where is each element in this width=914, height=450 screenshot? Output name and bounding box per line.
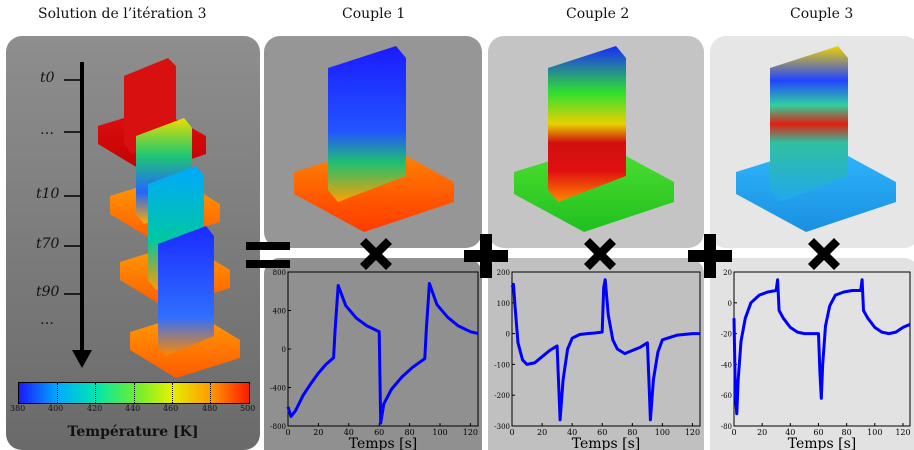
y-tick-label: -800 bbox=[270, 423, 286, 431]
y-tick-label: 0 bbox=[506, 331, 510, 339]
time-label-ellipsis-2: … bbox=[40, 312, 54, 328]
chart-frame bbox=[511, 271, 701, 427]
x-tick-label: 40 bbox=[567, 428, 577, 437]
x-tick-label: 120 bbox=[685, 428, 700, 437]
plus-operator-2 bbox=[686, 232, 734, 284]
x-axis-label: Temps [s] bbox=[349, 436, 418, 450]
y-tick-label: 800 bbox=[273, 269, 286, 277]
plus-operator-1 bbox=[462, 232, 510, 284]
title-couple-3: Couple 3 bbox=[790, 6, 854, 22]
couple2-mode-panel bbox=[488, 36, 704, 248]
y-tick-label: 20 bbox=[723, 269, 732, 277]
times-operator-2 bbox=[580, 236, 620, 280]
colorbar-tick: 460 bbox=[163, 404, 179, 413]
colorbar bbox=[18, 382, 250, 404]
title-couple-1: Couple 1 bbox=[342, 6, 406, 22]
colorbar-tick: 420 bbox=[87, 404, 103, 413]
y-tick-label: -20 bbox=[721, 331, 732, 339]
couple1-chart-panel: 0 20 40 60 80 100 120 800 400 0 -400 -800 Temps [s] bbox=[264, 258, 482, 450]
series-line bbox=[732, 278, 911, 416]
x-tick-label: 60 bbox=[374, 428, 384, 437]
y-tick-label: 0 bbox=[728, 300, 732, 308]
solution-panel: t0 … t10 t70 t90 … 380 400 420 440 460 4… bbox=[6, 36, 260, 450]
y-tick-label: -100 bbox=[494, 361, 510, 369]
y-tick-label: 200 bbox=[497, 269, 510, 277]
couple3-chart: 0 20 40 60 80 100 120 20 0 -20 -40 -60 -80 Temps [s] bbox=[721, 269, 911, 450]
y-tick-label: -300 bbox=[494, 423, 510, 431]
x-tick-label: 100 bbox=[867, 428, 882, 437]
equals-operator bbox=[244, 238, 292, 278]
colorbar-tick: 440 bbox=[125, 404, 141, 413]
x-tick-label: 120 bbox=[463, 428, 478, 437]
couple1-chart: 0 20 40 60 80 100 120 800 400 0 -400 -800 Temps [s] bbox=[270, 269, 479, 450]
x-axis-label: Temps [s] bbox=[572, 436, 641, 450]
couple2-chart: 0 20 40 60 80 100 120 200 100 0 -100 -200 -300 Temps … bbox=[494, 269, 701, 450]
y-tick-label: -40 bbox=[721, 361, 732, 369]
time-label-t70: t70 bbox=[36, 236, 60, 252]
x-tick-label: 20 bbox=[313, 428, 323, 437]
x-tick-label: 60 bbox=[813, 428, 823, 437]
solution-stack-illustration bbox=[64, 58, 240, 378]
x-tick-label: 100 bbox=[432, 428, 447, 437]
couple3-chart-panel: 0 20 40 60 80 100 120 20 0 -20 -40 -60 -80 Temps [s] bbox=[710, 258, 914, 450]
couple2-chart-panel: 0 20 40 60 80 100 120 200 100 0 -100 -200 -300 Temps … bbox=[488, 258, 704, 450]
couple1-mode-shape bbox=[294, 46, 454, 232]
x-tick-label: 40 bbox=[785, 428, 795, 437]
x-tick-label: 0 bbox=[509, 428, 514, 437]
x-tick-label: 100 bbox=[655, 428, 670, 437]
x-tick-label: 120 bbox=[895, 428, 910, 437]
couple3-mode-shape bbox=[736, 46, 896, 232]
x-tick-label: 40 bbox=[344, 428, 354, 437]
y-tick-label: -200 bbox=[494, 392, 510, 400]
x-tick-label: 80 bbox=[842, 428, 852, 437]
series-line bbox=[510, 278, 700, 422]
x-tick-label: 20 bbox=[757, 428, 767, 437]
couple3-mode-panel bbox=[710, 36, 914, 248]
stack-part-t90 bbox=[130, 226, 240, 378]
colorbar-label: Température [K] bbox=[67, 424, 199, 440]
colorbar-ticks: 380 400 420 440 460 480 500 bbox=[10, 404, 256, 416]
x-tick-label: 0 bbox=[285, 428, 290, 437]
time-label-t90: t90 bbox=[36, 284, 60, 300]
x-tick-label: 80 bbox=[405, 428, 415, 437]
title-couple-2: Couple 2 bbox=[566, 6, 630, 22]
time-label-t10: t10 bbox=[36, 186, 60, 202]
y-tick-label: -60 bbox=[721, 392, 732, 400]
colorbar-tick: 480 bbox=[202, 404, 218, 413]
x-tick-label: 20 bbox=[537, 428, 547, 437]
couple2-mode-shape bbox=[514, 46, 674, 232]
title-solution: Solution de l’itération 3 bbox=[38, 6, 207, 22]
y-tick-label: 0 bbox=[282, 346, 286, 354]
time-label-t0: t0 bbox=[40, 70, 55, 86]
colorbar-tick: 380 bbox=[10, 404, 26, 413]
y-tick-label: 400 bbox=[273, 308, 286, 316]
y-tick-label: 100 bbox=[497, 300, 510, 308]
times-operator-3 bbox=[804, 236, 844, 280]
y-tick-label: -80 bbox=[721, 423, 732, 431]
colorbar-tick: 500 bbox=[240, 404, 256, 413]
times-operator-1 bbox=[356, 236, 396, 280]
colorbar-tick: 400 bbox=[48, 404, 64, 413]
couple1-mode-panel bbox=[264, 36, 482, 248]
series-line bbox=[286, 282, 479, 425]
x-axis-label: Temps [s] bbox=[788, 436, 857, 450]
x-tick-label: 60 bbox=[597, 428, 607, 437]
x-tick-label: 80 bbox=[627, 428, 637, 437]
time-label-ellipsis-1: … bbox=[40, 122, 54, 138]
x-tick-label: 0 bbox=[731, 428, 736, 437]
y-tick-label: -400 bbox=[270, 385, 286, 393]
